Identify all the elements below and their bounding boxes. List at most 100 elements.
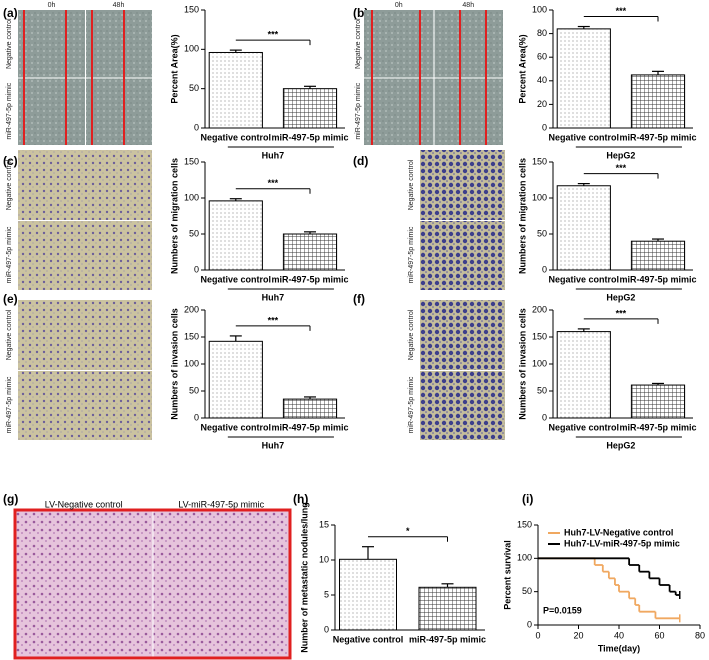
y-tick-label: 100 — [532, 4, 547, 14]
y-axis-title: Numbers of migration cells — [517, 158, 527, 274]
bar — [282, 88, 338, 129]
micrograph — [18, 10, 85, 78]
significance-label: *** — [268, 29, 279, 39]
micrograph — [86, 78, 152, 145]
y-axis-title: Percent Area(%) — [517, 34, 527, 103]
y-tick-label: 150 — [532, 331, 547, 341]
y-axis-title: Numbers of migration cells — [169, 158, 179, 274]
y-tick-label: 50 — [537, 228, 547, 238]
x-tick-label: Negative control — [549, 132, 620, 142]
bar — [630, 384, 686, 419]
y-tick-label: 100 — [184, 44, 199, 54]
image-column-label: LV-Negative control — [45, 499, 123, 509]
image-column-label: 48h — [462, 2, 474, 9]
y-tick-label: 0 — [194, 412, 199, 422]
y-tick-label: 100 — [532, 192, 547, 202]
image-row-label: miR-497-5p mimic — [408, 376, 415, 433]
bar — [556, 28, 611, 129]
y-tick-label: 20 — [537, 99, 547, 109]
y-tick-label: 50 — [189, 228, 199, 238]
micrograph — [420, 221, 505, 290]
panel-letter: (g) — [3, 492, 18, 506]
legend-label: Huh7-LV-miR-497-5p mimic — [564, 538, 680, 548]
panel-letter: (e) — [3, 292, 18, 306]
y-tick-label: 200 — [532, 304, 547, 314]
significance-label: * — [406, 526, 410, 536]
y-tick-label: 15 — [319, 519, 329, 529]
significance-label: *** — [616, 6, 627, 16]
bar — [208, 340, 263, 419]
x-tick-label: miR-497-5p mimic — [271, 132, 348, 142]
image-row-label: miR-497-5p mimic — [6, 226, 13, 283]
bar — [282, 233, 338, 271]
y-axis-title: Numbers of invasion cells — [169, 308, 179, 420]
image-column-label: 0h — [395, 2, 403, 9]
micrograph — [420, 371, 505, 440]
bar — [630, 240, 686, 271]
image-border — [13, 508, 292, 660]
bar — [556, 185, 611, 271]
annotation: P=0.0159 — [543, 605, 582, 615]
y-tick-label: 150 — [532, 156, 547, 166]
panel-letter: (a) — [3, 6, 18, 20]
group-label: HepG2 — [606, 150, 635, 160]
x-tick-label: miR-497-5p mimic — [619, 422, 696, 432]
panel-letter: (f) — [353, 292, 365, 306]
group-label: Huh7 — [262, 150, 285, 160]
significance-label: *** — [616, 308, 627, 318]
x-tick-label: miR-497-5p mimic — [271, 422, 348, 432]
bar — [208, 51, 263, 129]
image-column-label: 0h — [48, 2, 56, 9]
x-tick-label: 0 — [535, 630, 540, 640]
y-tick-label: 150 — [184, 331, 199, 341]
bar — [339, 558, 397, 631]
micrograph — [18, 150, 152, 220]
y-tick-label: 150 — [184, 4, 199, 14]
x-tick-label: miR-497-5p mimic — [271, 274, 348, 284]
x-tick-label: miR-497-5p mimic — [619, 274, 696, 284]
y-tick-label: 60 — [537, 52, 547, 62]
y-tick-label: 0 — [194, 264, 199, 274]
x-tick-label: miR-497-5p mimic — [619, 132, 696, 142]
bar — [418, 586, 477, 631]
y-tick-label: 200 — [184, 304, 199, 314]
micrograph — [18, 221, 152, 290]
x-tick-label: Negative control — [201, 274, 272, 284]
y-axis-title: Percent Area(%) — [169, 34, 179, 103]
legend-label: Huh7-LV-Negative control — [564, 527, 673, 537]
y-tick-label: 50 — [189, 83, 199, 93]
micrograph — [15, 510, 153, 658]
significance-label: *** — [268, 178, 279, 188]
panel-letter: (d) — [353, 154, 368, 168]
image-column-label: 48h — [113, 2, 125, 9]
y-tick-label: 80 — [537, 28, 547, 38]
micrograph — [420, 150, 505, 220]
y-tick-label: 50 — [189, 385, 199, 395]
y-tick-label: 100 — [184, 358, 199, 368]
y-tick-label: 50 — [537, 385, 547, 395]
micrograph — [364, 10, 434, 78]
bar — [282, 398, 338, 419]
group-label: HepG2 — [606, 292, 635, 302]
image-row-label: miR-497-5p mimic — [6, 82, 13, 139]
significance-label: *** — [268, 315, 279, 325]
micrograph — [153, 510, 290, 658]
image-row-label: Negative control — [355, 18, 362, 69]
group-label: Huh7 — [262, 440, 285, 450]
panel-letter: (c) — [3, 154, 18, 168]
micrograph — [18, 300, 152, 370]
y-tick-label: 0 — [527, 619, 532, 629]
micrograph — [434, 78, 503, 145]
micrograph — [364, 78, 434, 145]
x-tick-label: Negative control — [549, 422, 620, 432]
group-label: Huh7 — [262, 292, 285, 302]
bar — [556, 331, 611, 419]
y-tick-label: 40 — [537, 75, 547, 85]
group-label: HepG2 — [606, 440, 635, 450]
image-row-label: miR-497-5p mimic — [355, 82, 362, 139]
y-tick-label: 50 — [522, 586, 532, 596]
x-tick-label: Negative control — [549, 274, 620, 284]
bar — [208, 200, 263, 271]
micrograph — [18, 78, 85, 145]
micrograph — [420, 300, 505, 370]
